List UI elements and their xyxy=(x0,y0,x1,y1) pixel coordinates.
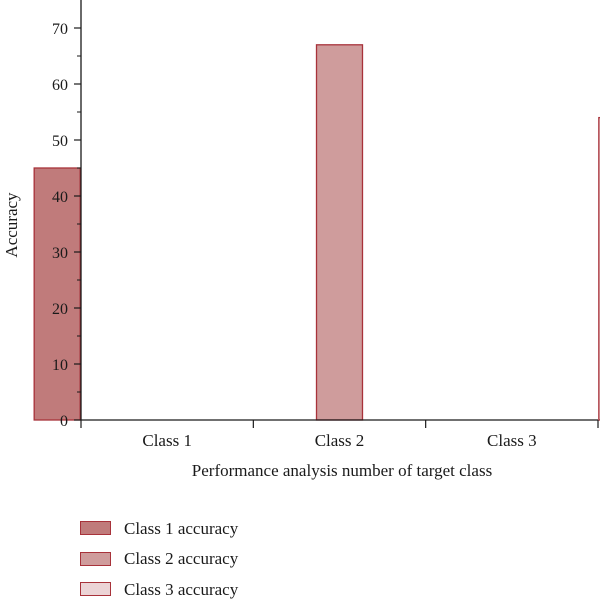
legend: Class 1 accuracy Class 2 accuracy Class 3 … xyxy=(80,513,238,605)
x-tick-label: Class 1 xyxy=(142,431,192,450)
legend-swatch xyxy=(80,582,111,597)
y-tick-label: 40 xyxy=(52,189,68,206)
legend-item: Class 2 accuracy xyxy=(80,544,238,575)
legend-label: Class 2 accuracy xyxy=(124,549,239,569)
x-tick-label: Class 3 xyxy=(487,431,537,450)
bar-1 xyxy=(33,167,81,421)
y-tick-label: 70 xyxy=(52,21,68,38)
x-axis-title: Performance analysis number of target cl… xyxy=(192,461,492,480)
legend-label: Class 1 accuracy xyxy=(124,518,239,538)
y-tick-label: 0 xyxy=(60,413,68,430)
y-tick-label: 10 xyxy=(52,357,68,374)
y-tick-label: 50 xyxy=(52,133,68,150)
bars-group xyxy=(33,44,600,421)
y-axis-title: Accuracy xyxy=(2,192,21,258)
legend-item: Class 1 accuracy xyxy=(80,513,238,544)
y-tick-label: 30 xyxy=(52,245,68,262)
axes-group: 0 10 20 30 40 50 60 70 Class 1 Class 2 Class 3 xyxy=(52,0,599,450)
bar-2 xyxy=(315,44,364,421)
legend-label: Class 3 accuracy xyxy=(124,579,239,599)
legend-swatch xyxy=(80,521,111,536)
y-tick-label: 20 xyxy=(52,301,68,318)
y-tick-label: 60 xyxy=(52,77,68,94)
x-tick-label: Class 2 xyxy=(315,431,365,450)
bar-3 xyxy=(598,116,600,421)
legend-item: Class 3 accuracy xyxy=(80,574,238,605)
legend-swatch xyxy=(80,551,111,566)
